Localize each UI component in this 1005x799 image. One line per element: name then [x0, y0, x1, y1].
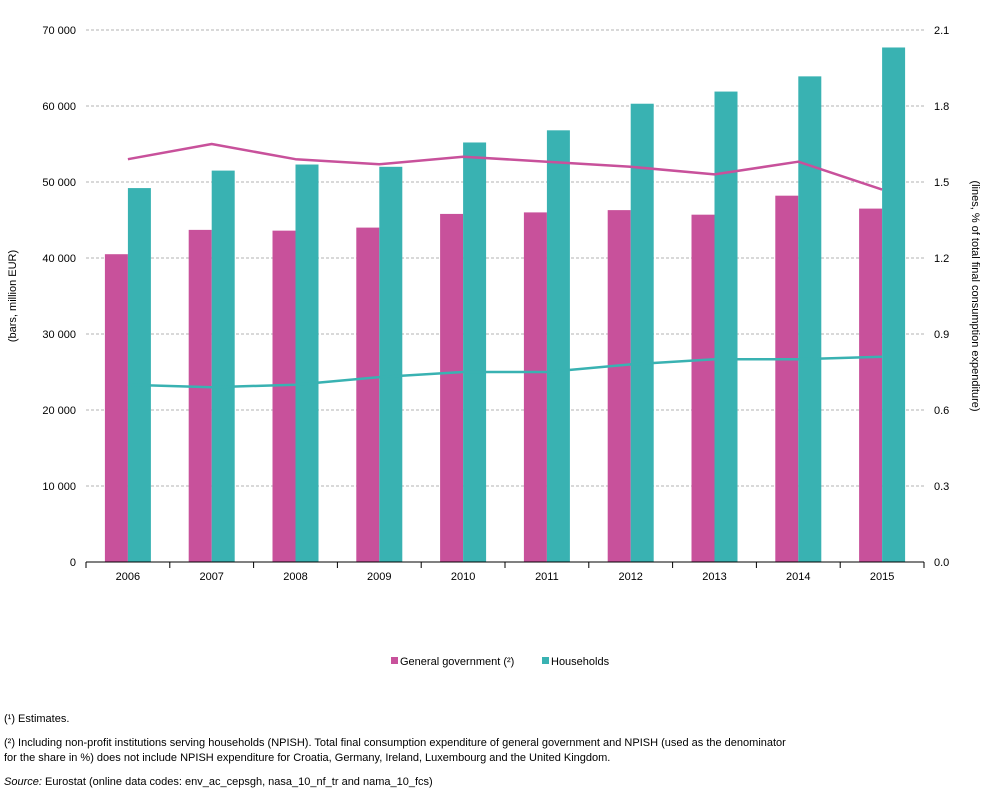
bar-general-government: [272, 230, 296, 562]
footnotes: (¹) Estimates. (²) Including non-profit …: [4, 712, 904, 799]
line-general-government-share: [127, 142, 883, 191]
x-tick-label: 2007: [199, 571, 223, 583]
bar-general-government: [104, 254, 128, 562]
bar-households: [379, 166, 403, 563]
y2-axis-title: (lines, % of total final consumption exp…: [969, 180, 981, 411]
line-households-share: [127, 355, 883, 389]
y2-tick-label: 0.0: [934, 557, 949, 569]
legend-label: General government (²): [400, 656, 514, 668]
y-tick-label: 10 000: [42, 481, 76, 493]
y-tick-label: 40 000: [42, 253, 76, 265]
x-tick-label: 2009: [367, 571, 391, 583]
y-tick-label: 30 000: [42, 329, 76, 341]
bar-general-government: [523, 212, 547, 562]
footnote-npish: (²) Including non-profit institutions se…: [4, 736, 904, 766]
bar-general-government: [440, 213, 464, 563]
y2-tick-label: 1.2: [934, 253, 949, 265]
y2-tick-label: 1.5: [934, 177, 949, 189]
bar-households: [714, 91, 738, 562]
x-tick-label: 2012: [618, 571, 642, 583]
y2-tick-label: 2.1: [934, 25, 949, 37]
source-label: Source:: [4, 776, 42, 788]
y2-tick-label: 1.8: [934, 101, 949, 113]
bar-general-government: [188, 229, 212, 562]
bar-households: [127, 188, 151, 562]
y-tick-label: 0: [70, 557, 76, 569]
x-tick-label: 2014: [786, 571, 810, 583]
y-tick-label: 70 000: [42, 25, 76, 37]
bar-households: [295, 164, 319, 562]
y-axis-title: (bars, million EUR): [7, 250, 19, 342]
y2-tick-label: 0.9: [934, 329, 949, 341]
bar-households: [882, 47, 906, 563]
combo-chart: 0 0.0 10 000 0.3 20 000 0.6 30 000 0.9 40 000 1.2…: [7, 25, 981, 668]
legend-swatch: [542, 657, 549, 664]
bar-households: [546, 130, 570, 562]
bar-general-government: [356, 227, 380, 562]
bar-households: [630, 103, 654, 562]
footnote-npish-line2: for the share in %) does not include NPI…: [4, 752, 611, 764]
x-tick-label: 2008: [283, 571, 307, 583]
bar-general-government: [691, 214, 715, 562]
bar-households: [211, 170, 235, 562]
legend-label: Households: [551, 656, 610, 668]
y-tick-label: 20 000: [42, 405, 76, 417]
bar-households: [463, 142, 487, 563]
source-text: Eurostat (online data codes: env_ac_ceps…: [41, 776, 433, 788]
x-tick-label: 2011: [535, 571, 559, 583]
y-tick-label: 50 000: [42, 177, 76, 189]
source-note: Source: Eurostat (online data codes: env…: [4, 775, 904, 790]
y2-tick-label: 0.3: [934, 481, 949, 493]
y2-tick-label: 0.6: [934, 405, 949, 417]
bar-general-government: [859, 208, 883, 562]
footnote-estimates: (¹) Estimates.: [4, 713, 70, 725]
footnote-npish-line1: (²) Including non-profit institutions se…: [4, 737, 786, 749]
bar-households: [798, 76, 822, 563]
x-tick-label: 2015: [870, 571, 894, 583]
legend-swatch: [391, 657, 398, 664]
y-tick-label: 60 000: [42, 101, 76, 113]
bar-general-government: [775, 195, 799, 562]
bar-general-government: [607, 210, 631, 562]
x-tick-label: 2010: [451, 571, 475, 583]
x-tick-label: 2013: [702, 571, 726, 583]
x-tick-label: 2006: [116, 571, 140, 583]
